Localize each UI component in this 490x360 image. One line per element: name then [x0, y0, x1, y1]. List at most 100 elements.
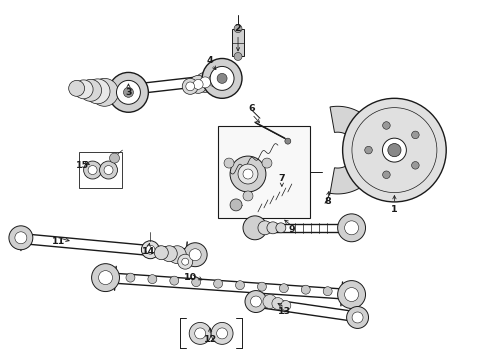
Circle shape: [192, 278, 201, 287]
Text: 8: 8: [324, 197, 331, 206]
Text: 1: 1: [391, 206, 398, 215]
Circle shape: [344, 221, 359, 235]
Circle shape: [234, 53, 242, 60]
Text: 7: 7: [278, 174, 285, 183]
Circle shape: [183, 243, 207, 267]
Circle shape: [285, 138, 291, 144]
Circle shape: [203, 68, 227, 92]
Circle shape: [344, 288, 359, 302]
Circle shape: [230, 199, 242, 211]
Circle shape: [168, 246, 186, 264]
Circle shape: [117, 80, 141, 104]
Circle shape: [142, 241, 159, 259]
Text: 2: 2: [235, 24, 242, 33]
Circle shape: [263, 294, 277, 309]
Circle shape: [230, 156, 266, 192]
Circle shape: [383, 122, 390, 129]
Circle shape: [346, 306, 368, 328]
Circle shape: [92, 264, 120, 292]
Circle shape: [211, 323, 233, 345]
Polygon shape: [330, 106, 381, 194]
Circle shape: [250, 296, 262, 307]
Text: 12: 12: [203, 335, 217, 344]
Circle shape: [99, 161, 118, 179]
Circle shape: [301, 285, 310, 294]
Circle shape: [74, 80, 93, 99]
Circle shape: [412, 131, 419, 139]
Circle shape: [193, 80, 203, 89]
Circle shape: [161, 246, 177, 262]
Circle shape: [388, 144, 401, 157]
Circle shape: [146, 245, 155, 254]
Circle shape: [323, 287, 332, 296]
Circle shape: [186, 82, 195, 91]
Circle shape: [217, 73, 227, 84]
Text: 13: 13: [278, 307, 292, 316]
Circle shape: [262, 158, 272, 168]
Bar: [78, 152, 122, 188]
Circle shape: [352, 312, 363, 323]
Bar: [218, 126, 310, 218]
Circle shape: [108, 72, 148, 112]
Circle shape: [202, 58, 242, 98]
Circle shape: [243, 191, 253, 201]
Circle shape: [80, 80, 101, 101]
Circle shape: [383, 171, 390, 179]
Text: 4: 4: [207, 56, 214, 65]
Circle shape: [245, 291, 267, 312]
Circle shape: [234, 24, 242, 32]
Text: 3: 3: [125, 88, 132, 97]
Circle shape: [258, 221, 272, 235]
Text: 9: 9: [289, 225, 295, 234]
Circle shape: [412, 162, 419, 169]
Circle shape: [98, 271, 113, 285]
Bar: [232, 28, 244, 57]
Circle shape: [182, 78, 198, 94]
Circle shape: [238, 164, 258, 184]
Circle shape: [281, 301, 291, 310]
Circle shape: [123, 87, 133, 97]
Circle shape: [148, 275, 157, 284]
Circle shape: [189, 249, 201, 261]
Text: 11: 11: [52, 237, 65, 246]
Circle shape: [224, 158, 234, 168]
Circle shape: [217, 328, 227, 339]
Circle shape: [338, 280, 366, 309]
Circle shape: [210, 67, 234, 90]
Circle shape: [9, 226, 33, 250]
Circle shape: [91, 78, 119, 106]
Circle shape: [84, 161, 101, 179]
Circle shape: [267, 222, 279, 234]
Circle shape: [257, 282, 267, 291]
Circle shape: [104, 166, 113, 175]
Circle shape: [243, 216, 267, 240]
Text: 14: 14: [142, 247, 155, 256]
Circle shape: [85, 79, 110, 104]
Circle shape: [195, 72, 215, 92]
Circle shape: [236, 281, 245, 290]
Circle shape: [69, 80, 85, 96]
Circle shape: [126, 273, 135, 282]
Circle shape: [189, 323, 211, 345]
Circle shape: [214, 279, 222, 288]
Circle shape: [209, 74, 221, 87]
Circle shape: [276, 223, 286, 233]
Circle shape: [154, 246, 168, 260]
Circle shape: [170, 276, 179, 285]
Circle shape: [182, 258, 189, 265]
Circle shape: [365, 146, 372, 154]
Circle shape: [343, 98, 446, 202]
Circle shape: [88, 166, 97, 175]
Circle shape: [338, 214, 366, 242]
Circle shape: [195, 328, 206, 339]
Circle shape: [15, 232, 27, 244]
Circle shape: [272, 298, 284, 310]
Circle shape: [189, 75, 207, 93]
Circle shape: [383, 138, 406, 162]
Circle shape: [110, 153, 120, 163]
Text: 15: 15: [76, 161, 89, 170]
Text: 6: 6: [248, 104, 255, 113]
Text: 10: 10: [184, 273, 197, 282]
Circle shape: [279, 284, 288, 293]
Circle shape: [243, 169, 253, 179]
